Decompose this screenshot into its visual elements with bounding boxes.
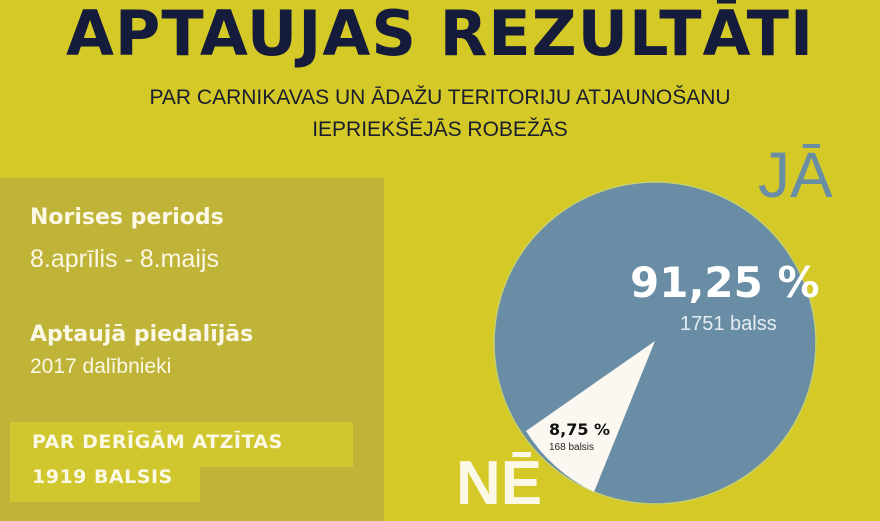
participants-label: Aptaujā piedalījās <box>30 322 254 347</box>
pie-slice-no <box>526 341 655 492</box>
subtitle-line-1: PAR CARNIKAVAS UN ĀDAŽU TERITORIJU ATJAU… <box>149 86 731 109</box>
yes-votes: 1751 balss <box>680 313 777 335</box>
no-votes: 168 balsis <box>549 442 595 453</box>
yes-label: JĀ <box>758 139 833 211</box>
valid-votes-line-1: PAR DERĪGĀM ATZĪTAS <box>32 431 283 453</box>
valid-votes-highlight <box>10 422 353 467</box>
valid-votes-highlight-2 <box>10 462 200 502</box>
period-label: Norises periods <box>30 205 224 230</box>
period-value: 8.aprīlis - 8.maijs <box>30 245 219 273</box>
pie-slice-yes <box>493 181 817 505</box>
participants-value: 2017 dalībnieki <box>30 355 172 378</box>
valid-votes-line-2: 1919 BALSIS <box>32 466 173 488</box>
yes-percent: 91,25 % <box>630 258 820 307</box>
page-title: APTAUJAS REZULTĀTI <box>65 0 815 70</box>
no-percent: 8,75 % <box>549 420 611 439</box>
no-label: NĒ <box>456 449 543 518</box>
subtitle-line-2: IEPRIEKŠĒJĀS ROBEŽĀS <box>312 118 568 141</box>
